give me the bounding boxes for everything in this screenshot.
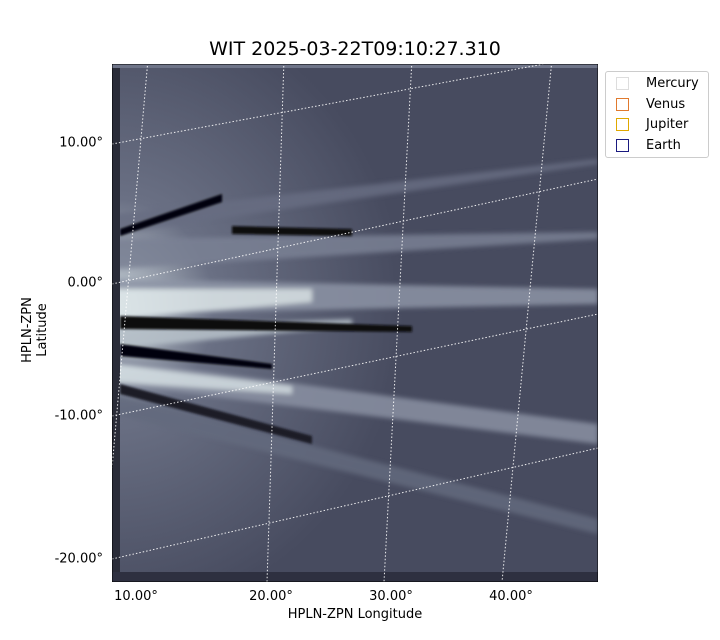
venus-swatch-icon: [616, 97, 629, 111]
legend-item-earth: Earth: [616, 135, 681, 155]
y-tick-label: 10.00°: [59, 135, 103, 151]
jupiter-swatch-icon: [616, 117, 629, 131]
legend-item-mercury: Mercury: [616, 73, 699, 93]
x-tick-label: 10.00°: [114, 589, 158, 604]
y-tick-label: -20.00°: [54, 551, 103, 567]
y-axis-label: HPLN-ZPN Latitude: [20, 297, 50, 363]
legend-label: Jupiter: [646, 116, 689, 132]
coronagraph-image: [112, 64, 598, 582]
legend-item-venus: Venus: [616, 94, 685, 114]
legend-label: Earth: [646, 137, 681, 153]
x-axis-label: HPLN-ZPN Longitude: [287, 607, 423, 622]
legend: Mercury Venus Jupiter Earth: [605, 71, 709, 158]
earth-swatch-icon: [616, 138, 629, 152]
y-tick-label: -10.00°: [54, 408, 103, 424]
legend-label: Mercury: [646, 75, 699, 91]
x-tick-label: 20.00°: [249, 589, 293, 604]
legend-label: Venus: [646, 96, 686, 112]
plot-title: WIT 2025-03-22T09:10:27.310: [209, 38, 501, 60]
legend-item-jupiter: Jupiter: [616, 114, 688, 134]
x-tick-label: 40.00°: [489, 589, 533, 604]
x-tick-label: 30.00°: [369, 589, 413, 604]
mercury-swatch-icon: [616, 76, 629, 90]
y-tick-label: 0.00°: [67, 275, 103, 291]
